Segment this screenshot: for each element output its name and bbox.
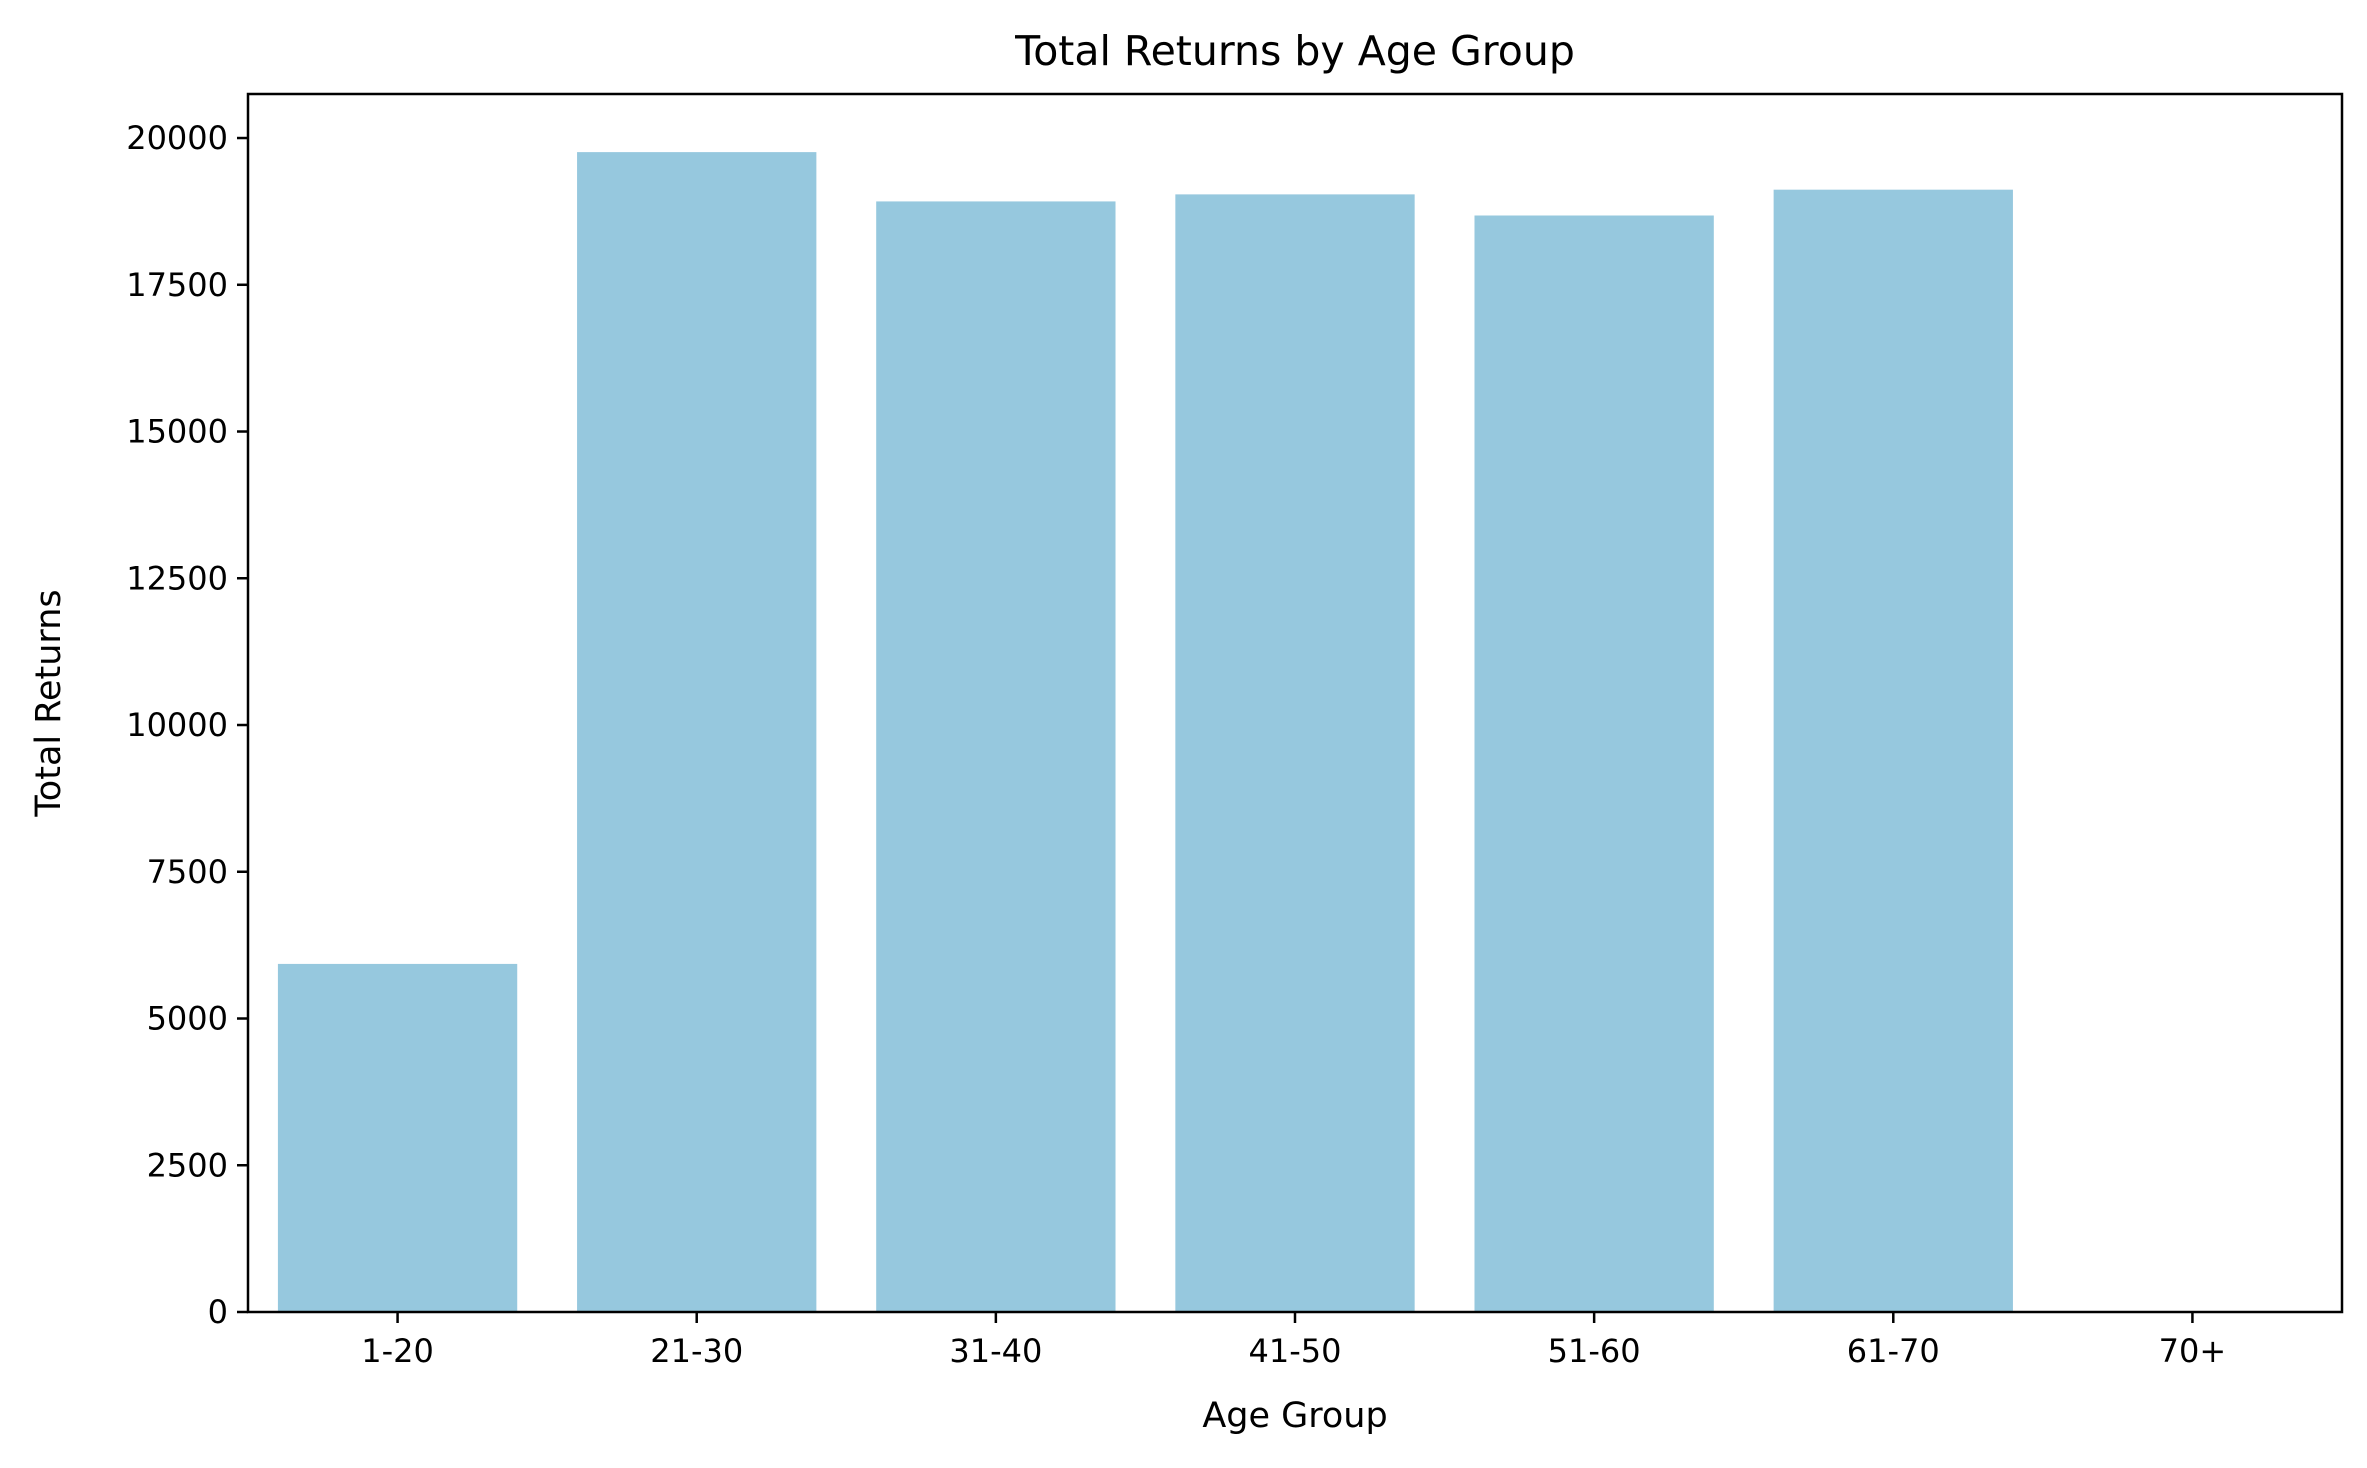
y-axis-ticks: 0 2500 5000 7500 10000 12500 15000 17500 20000 [126,119,248,1331]
bar-1-20 [277,963,518,1312]
y-tick-label: 7500 [147,853,228,891]
bar-41-50 [1175,194,1415,1312]
y-tick-label: 0 [208,1293,228,1331]
x-tick-label: 70+ [2159,1332,2227,1370]
x-tick-label: 61-70 [1847,1332,1940,1370]
bar-21-30 [577,152,817,1312]
y-tick-label: 2500 [147,1146,228,1184]
bar-51-60 [1474,215,1714,1313]
y-tick-label: 20000 [126,119,228,157]
y-tick-label: 5000 [147,1000,228,1038]
x-axis-label: Age Group [1202,1396,1387,1436]
x-tick-label: 21-30 [650,1332,743,1370]
x-axis-ticks: 1-20 21-30 31-40 41-50 51-60 61-70 70+ [361,1312,2226,1370]
x-tick-label: 31-40 [949,1332,1042,1370]
y-tick-label: 15000 [126,413,228,451]
chart-title: Total Returns by Age Group [1014,27,1575,75]
bar-61-70 [1773,189,2013,1312]
y-tick-label: 17500 [126,266,228,304]
bars-group [277,152,2013,1313]
bar-31-40 [876,201,1116,1312]
y-tick-label: 10000 [126,706,228,744]
x-tick-label: 1-20 [361,1332,434,1370]
plot-area-frame [246,92,2344,1314]
x-tick-label: 41-50 [1249,1332,1342,1370]
y-tick-label: 12500 [126,559,228,597]
y-axis-label: Total Returns [29,589,69,817]
x-tick-label: 51-60 [1548,1332,1641,1370]
